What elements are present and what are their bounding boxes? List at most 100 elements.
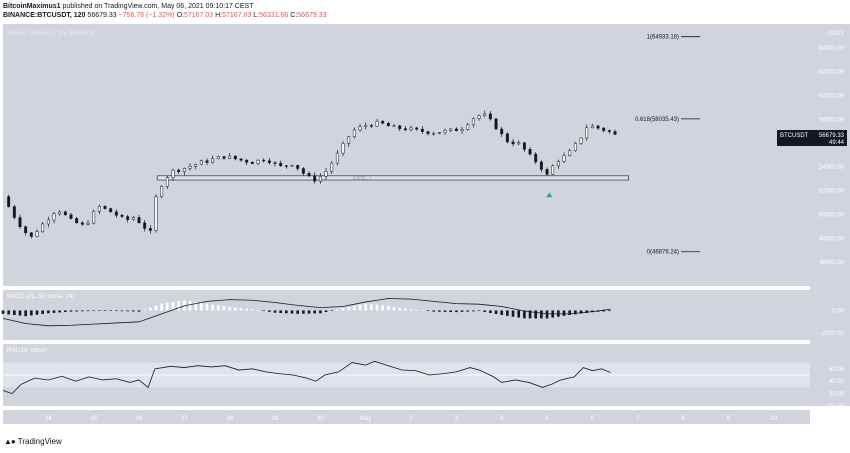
candle <box>92 211 96 224</box>
macd-histogram-bar <box>245 308 248 311</box>
candle <box>97 206 101 212</box>
candle <box>69 214 73 219</box>
candle <box>358 126 362 131</box>
chart-canvas[interactable]: Bitcoin / TetherUS, 2h, BINANCE USDT46000… <box>0 22 850 432</box>
rsi-tick-label: 60.00 <box>829 367 845 373</box>
time-tick-label: 10 <box>770 416 777 422</box>
macd-histogram-bar <box>228 307 231 311</box>
candle <box>171 169 175 178</box>
time-scale <box>3 410 810 424</box>
candle <box>369 125 373 127</box>
high-label: H: <box>215 12 223 19</box>
candle <box>211 158 215 163</box>
candle <box>398 125 402 129</box>
candle <box>454 128 458 131</box>
macd-histogram-bar <box>75 310 78 312</box>
macd-histogram-bar <box>188 301 192 311</box>
open-value: 57167.03 <box>183 12 214 19</box>
time-tick-label: 26 <box>136 416 143 422</box>
candle <box>239 158 243 161</box>
macd-histogram-bar <box>364 303 367 311</box>
candle <box>182 168 186 172</box>
macd-histogram-bar <box>7 310 10 315</box>
candle <box>177 169 181 172</box>
candle <box>52 213 56 221</box>
price-tick-label: 50000.00 <box>819 213 845 219</box>
chart-title: Bitcoin / TetherUS, 2h, BINANCE <box>7 31 95 37</box>
macd-histogram-bar <box>143 309 146 311</box>
macd-histogram-bar <box>171 301 175 311</box>
macd-histogram-bar <box>109 310 112 312</box>
time-tick-label: 25 <box>90 416 97 422</box>
candle <box>483 113 487 116</box>
macd-histogram-bar <box>574 310 577 315</box>
macd-histogram-bar <box>511 310 515 317</box>
macd-histogram-bar <box>545 310 549 319</box>
macd-histogram-bar <box>449 310 453 313</box>
macd-histogram-bar <box>568 310 572 315</box>
price-tick-label: 60000.00 <box>819 93 845 99</box>
candle <box>386 123 390 127</box>
price-tick-label: 54000.00 <box>819 165 845 171</box>
candle <box>250 162 254 164</box>
candle <box>488 113 492 120</box>
macd-histogram-bar <box>313 310 316 314</box>
candle <box>403 128 407 131</box>
candle <box>46 219 50 225</box>
candle <box>75 218 79 224</box>
candle <box>245 159 249 163</box>
candle <box>262 159 266 162</box>
macd-histogram-bar <box>387 305 390 311</box>
time-tick-label: 30 <box>317 416 324 422</box>
candle <box>205 160 209 163</box>
macd-histogram-bar <box>494 310 498 315</box>
macd-histogram-bar <box>24 310 27 317</box>
candle <box>335 152 339 164</box>
candle <box>63 211 67 216</box>
candle <box>114 211 118 216</box>
candle <box>545 169 549 175</box>
macd-histogram-bar <box>30 310 33 316</box>
candle <box>86 222 90 225</box>
candle <box>330 162 334 172</box>
candle <box>154 196 158 231</box>
macd-histogram-bar <box>438 310 441 312</box>
fib-level-label: 0(46876.24) <box>647 250 679 256</box>
author[interactable]: BitcoinMaximus1 <box>3 3 61 10</box>
candle <box>556 161 560 167</box>
candle <box>12 206 16 218</box>
last-price-countdown: 49:44 <box>829 140 845 146</box>
candle <box>613 131 617 135</box>
price-scale <box>810 24 850 406</box>
candle <box>24 226 28 234</box>
macd-histogram-bar <box>285 310 288 314</box>
macd-histogram-bar <box>35 310 39 315</box>
candle <box>256 159 260 164</box>
macd-histogram-bar <box>562 310 566 316</box>
low-value: 56331.66 <box>259 12 289 19</box>
candle <box>18 217 22 227</box>
candle <box>432 133 436 135</box>
support-zone-label: 0.5(55...) <box>353 176 372 181</box>
candle <box>409 127 413 131</box>
candle <box>500 128 504 135</box>
macd-histogram-bar <box>41 310 44 315</box>
macd-histogram-bar <box>81 310 84 312</box>
macd-histogram-bar <box>353 305 356 311</box>
macd-histogram-bar <box>506 310 509 316</box>
symbol: BINANCE:BTCUSDT, 120 <box>3 12 86 19</box>
macd-histogram-bar <box>262 310 265 312</box>
macd-histogram-bar <box>98 310 101 312</box>
candle <box>449 128 453 131</box>
macd-histogram-bar <box>120 310 124 312</box>
macd-histogram-bar <box>404 308 407 311</box>
candle <box>437 132 441 134</box>
open-label: O: <box>176 12 184 19</box>
macd-histogram-bar <box>205 303 209 311</box>
candle <box>324 171 328 177</box>
macd-label: MACD (21, 50, close, 24) <box>7 294 74 300</box>
candle <box>494 118 498 130</box>
macd-histogram-bar <box>307 310 311 314</box>
last-price-symbol: BTCUSDT <box>780 133 809 139</box>
time-tick-label: 6 <box>591 416 595 422</box>
